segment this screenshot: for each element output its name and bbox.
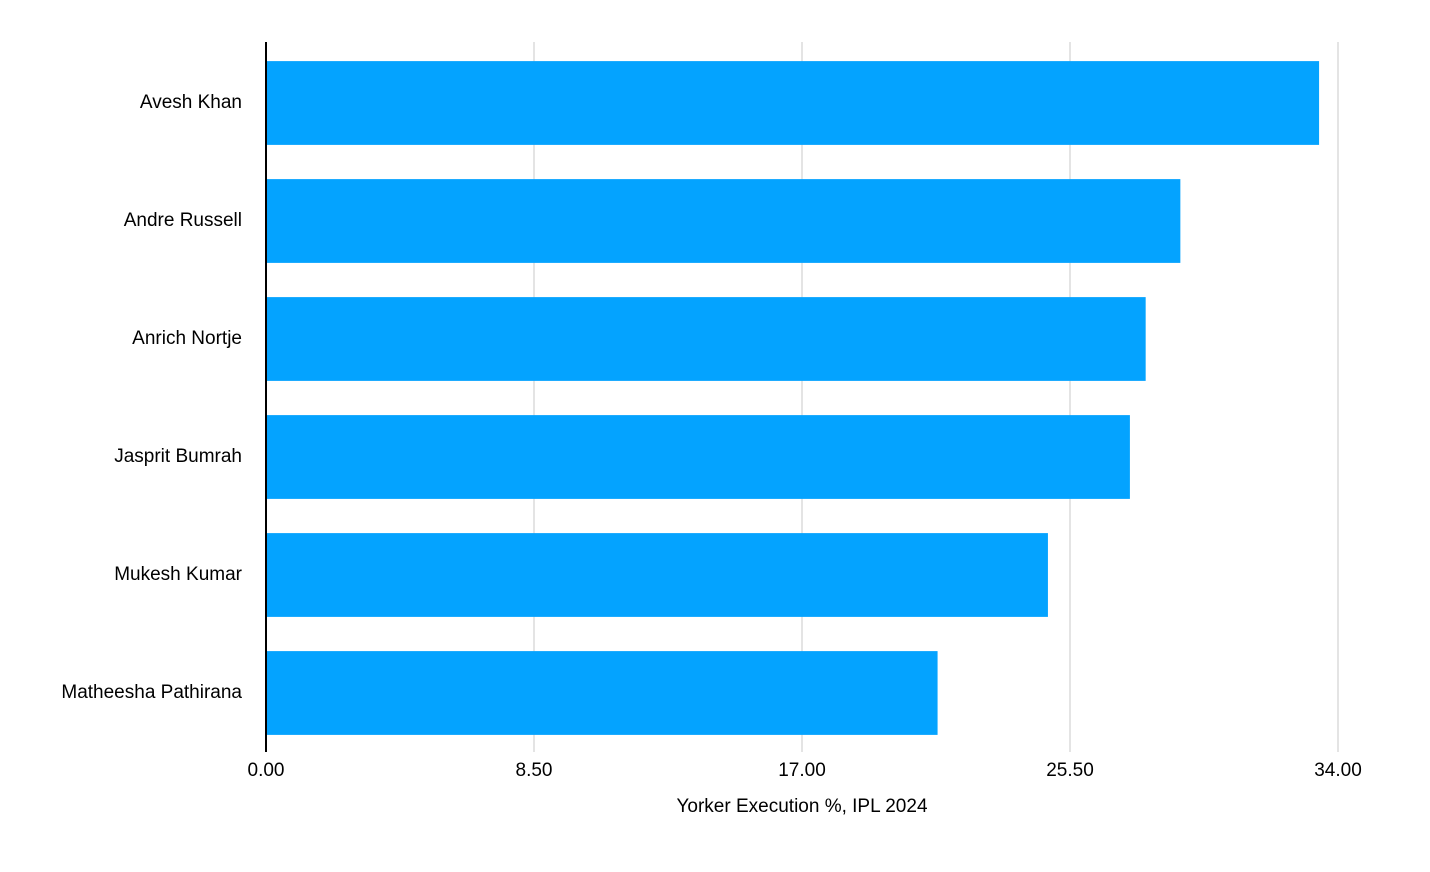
x-tick-label: 0.00: [248, 760, 285, 781]
y-tick-label: Avesh Khan: [140, 92, 242, 113]
x-tick-label: 34.00: [1314, 760, 1362, 781]
x-tick-label: 25.50: [1046, 760, 1094, 781]
y-tick-label: Mukesh Kumar: [114, 564, 242, 585]
y-tick-label: Anrich Nortje: [132, 328, 242, 349]
x-axis-label: Yorker Execution %, IPL 2024: [676, 796, 927, 817]
x-tick-label: 8.50: [516, 760, 553, 781]
x-tick-label: 17.00: [778, 760, 826, 781]
bar: [266, 651, 938, 735]
bar: [266, 297, 1146, 381]
bar: [266, 533, 1048, 617]
y-tick-label: Andre Russell: [124, 210, 242, 231]
y-tick-label: Matheesha Pathirana: [61, 682, 242, 703]
y-tick-label: Jasprit Bumrah: [114, 446, 242, 467]
bar: [266, 179, 1181, 263]
bar: [266, 61, 1320, 145]
bar: [266, 415, 1130, 499]
